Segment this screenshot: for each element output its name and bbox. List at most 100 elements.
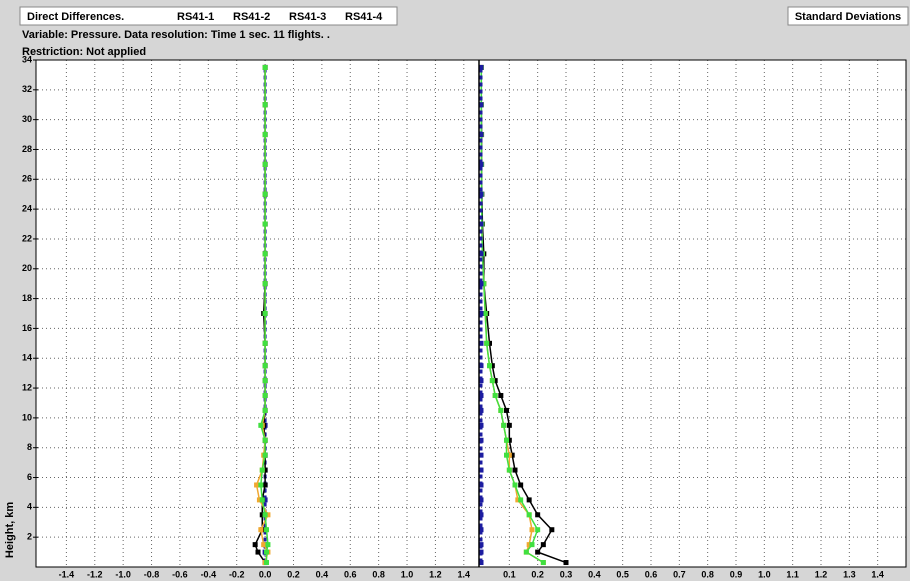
data-point — [478, 482, 484, 488]
x-tick-label: 0.2 — [531, 569, 544, 579]
data-point — [526, 512, 532, 518]
data-point — [478, 281, 484, 287]
legend-box — [19, 6, 398, 26]
data-point — [262, 281, 268, 287]
data-point — [492, 378, 498, 384]
data-point — [504, 452, 509, 458]
data-point — [478, 542, 484, 548]
y-tick-label: 12 — [22, 382, 32, 392]
data-point — [478, 340, 484, 346]
data-point — [262, 251, 268, 257]
data-point — [518, 482, 524, 488]
y-tick-label: 24 — [22, 203, 32, 213]
subtitle: Variable: Pressure. Data resolution: Tim… — [22, 29, 330, 41]
data-point — [526, 542, 532, 548]
data-point — [484, 340, 490, 346]
data-point — [482, 311, 488, 316]
x-tick-label: 1.0 — [758, 569, 771, 579]
data-point — [504, 437, 509, 443]
data-point — [501, 422, 507, 428]
data-point — [506, 452, 512, 458]
data-point — [254, 482, 260, 488]
x-tick-label: 1.0 — [401, 569, 414, 579]
data-point — [478, 549, 484, 555]
data-point — [262, 221, 268, 227]
data-point — [256, 497, 262, 503]
data-point — [262, 437, 268, 443]
data-point — [498, 393, 504, 399]
data-point — [535, 512, 541, 518]
data-point — [262, 482, 268, 488]
data-point — [549, 527, 555, 533]
y-tick-label: 28 — [22, 144, 32, 154]
x-tick-label: 0.7 — [673, 569, 686, 579]
data-point — [478, 452, 484, 458]
x-tick-label: 0.3 — [560, 569, 573, 579]
data-point — [478, 512, 484, 518]
data-point — [478, 363, 484, 369]
data-point — [259, 497, 265, 503]
plot-area — [36, 60, 906, 567]
data-point — [487, 363, 492, 369]
legend-entry: RS41-3 — [289, 11, 326, 23]
data-point — [258, 422, 264, 428]
data-point — [478, 467, 484, 473]
y-tick-label: 22 — [22, 233, 32, 243]
x-tick-label: -0.8 — [144, 569, 160, 579]
data-point — [563, 560, 569, 566]
data-point — [478, 407, 484, 413]
data-point — [262, 102, 268, 108]
x-tick-label: 0.6 — [645, 569, 658, 579]
x-tick-label: -1.0 — [115, 569, 131, 579]
data-point — [478, 378, 484, 384]
data-point — [478, 132, 484, 138]
data-point — [478, 437, 484, 443]
data-point — [264, 560, 270, 566]
data-point — [258, 482, 264, 488]
y-tick-label: 30 — [22, 114, 32, 124]
y-tick-label: 6 — [27, 472, 32, 482]
data-point — [478, 64, 484, 70]
x-tick-label: 0.6 — [344, 569, 357, 579]
data-point — [262, 407, 268, 413]
y-tick-label: 26 — [22, 174, 32, 184]
x-tick-label: 0.0 — [259, 569, 272, 579]
data-point — [262, 132, 268, 138]
data-point — [262, 378, 268, 384]
x-tick-label: 0.9 — [730, 569, 743, 579]
data-point — [526, 497, 532, 503]
data-point — [535, 549, 541, 555]
x-tick-label: -0.4 — [201, 569, 217, 579]
data-point — [264, 549, 270, 555]
x-tick-label: -1.4 — [59, 569, 75, 579]
x-tick-label: -0.6 — [172, 569, 188, 579]
data-point — [258, 527, 264, 533]
data-point — [481, 281, 487, 287]
data-point — [252, 542, 258, 548]
x-tick-label: 0.4 — [588, 569, 601, 579]
data-point — [489, 378, 495, 384]
x-tick-label: 0.8 — [372, 569, 385, 579]
data-point — [262, 497, 268, 503]
x-tick-label: 1.2 — [815, 569, 828, 579]
x-tick-label: 0.1 — [503, 569, 516, 579]
data-point — [478, 422, 484, 428]
y-tick-label: 16 — [22, 323, 32, 333]
legend-entry: RS41-4 — [345, 11, 383, 23]
x-tick-label: 1.2 — [429, 569, 442, 579]
y-tick-label: 4 — [27, 502, 32, 512]
data-point — [487, 340, 492, 346]
data-point — [262, 311, 268, 316]
y-axis-label: Height, km — [4, 502, 16, 558]
x-tick-label: 1.3 — [843, 569, 856, 579]
data-point — [509, 452, 515, 458]
data-point — [262, 393, 268, 399]
data-point — [478, 251, 484, 257]
data-point — [261, 542, 267, 548]
data-point — [478, 393, 484, 399]
x-tick-label: 0.2 — [287, 569, 300, 579]
data-point — [478, 221, 484, 227]
data-point — [498, 407, 504, 413]
x-tick-label: 0.8 — [701, 569, 714, 579]
